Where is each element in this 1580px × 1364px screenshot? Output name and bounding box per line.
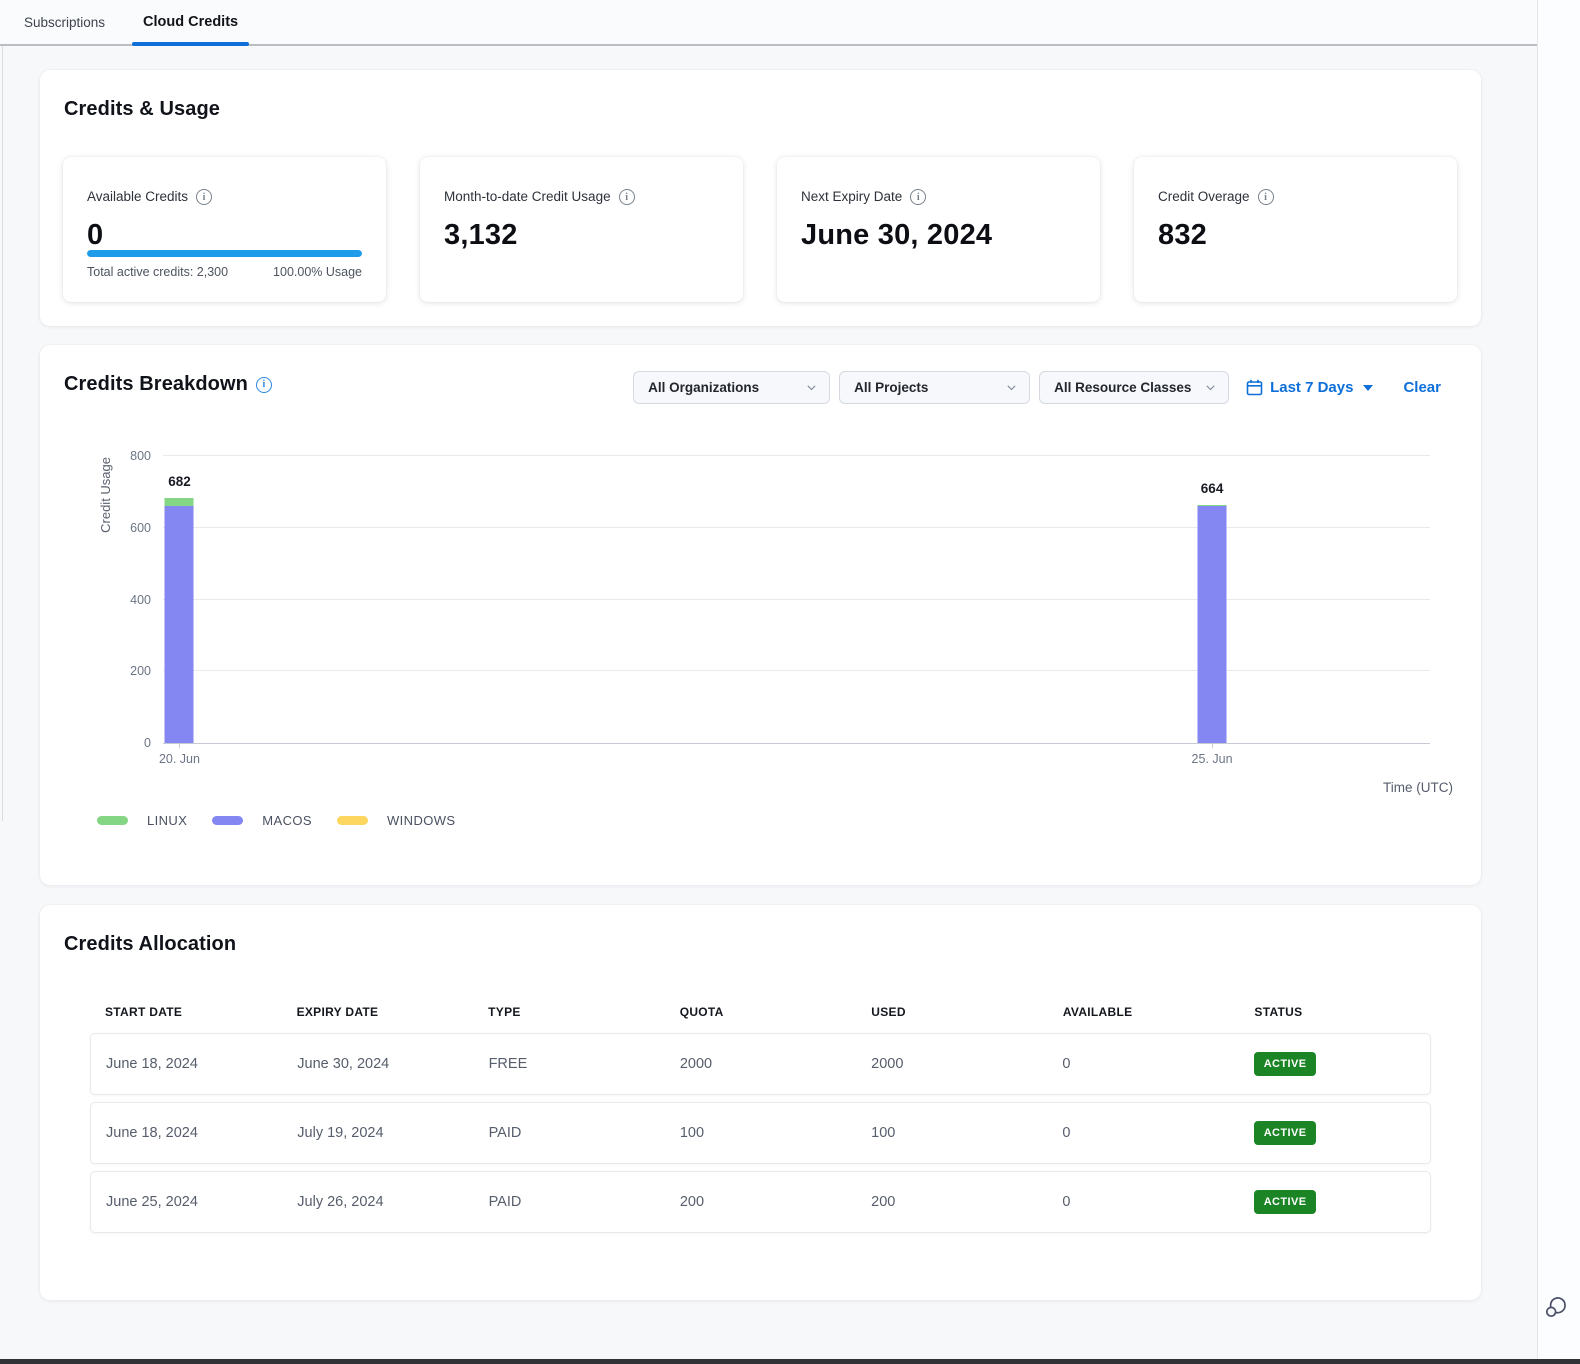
tab-cloud-credits[interactable]: Cloud Credits: [132, 0, 250, 46]
chart-plot: 0 200 400 600 800 682 20. Jun 664 25. Jun: [130, 449, 1430, 766]
bar-value-label: 664: [1200, 480, 1224, 496]
col-quota: QUOTA: [679, 1005, 724, 1019]
tab-bar: Subscriptions Cloud Credits: [0, 0, 1537, 46]
calendar-icon: [1246, 379, 1263, 396]
tab-cloud-credits-label: Cloud Credits: [143, 14, 239, 30]
next-expiry-label: Next Expiry Date: [801, 189, 903, 204]
organizations-dropdown[interactable]: All Organizations: [633, 371, 831, 404]
credits-breakdown-title: Credits Breakdown: [64, 373, 248, 395]
table-row: June 18, 2024 June 30, 2024 FREE 2000 20…: [90, 1033, 1431, 1095]
resource-classes-dropdown[interactable]: All Resource Classes: [1039, 371, 1230, 404]
windows-color-swatch: [336, 816, 368, 825]
y-tick-label: 0: [144, 736, 151, 750]
mtd-usage-card: Month-to-date Credit Usage i 3,132: [420, 157, 743, 302]
credit-overage-value: 832: [1158, 219, 1207, 252]
table-header-row: START DATE EXPIRY DATE TYPE QUOTA USED A…: [90, 1005, 1431, 1019]
y-tick-label: 200: [130, 664, 151, 679]
projects-dropdown[interactable]: All Projects: [839, 371, 1031, 404]
active-tab-indicator: [132, 42, 250, 46]
col-start-date: START DATE: [105, 1005, 183, 1019]
breakdown-filters: All Organizations All Projects All Resou…: [633, 371, 1441, 404]
y-tick-label: 600: [130, 520, 151, 535]
chart-bar-segment-linux: [1197, 504, 1227, 506]
chart-gridline: [163, 455, 1430, 456]
mtd-usage-label: Month-to-date Credit Usage: [444, 189, 611, 204]
available-credits-card: Available Credits i 0 Total active credit…: [63, 157, 386, 302]
credit-overage-card: Credit Overage i 832: [1134, 157, 1457, 302]
credit-overage-label: Credit Overage: [1158, 189, 1250, 204]
info-icon[interactable]: i: [196, 189, 213, 206]
chat-bubbles-icon[interactable]: [1541, 1292, 1571, 1327]
info-icon[interactable]: i: [618, 189, 635, 206]
available-credits-label: Available Credits: [87, 189, 189, 204]
credits-progress-fill: [87, 250, 362, 257]
status-badge: ACTIVE: [1253, 1121, 1317, 1145]
x-tick-label: 20. Jun: [158, 752, 200, 766]
linux-color-swatch: [97, 816, 128, 825]
chart-gridline: [163, 598, 1430, 600]
credits-progress-bar: [87, 250, 362, 257]
chevron-down-icon: [1007, 385, 1016, 391]
tab-subscriptions[interactable]: Subscriptions: [24, 14, 106, 30]
x-tick-mark: [1212, 743, 1214, 748]
chart-bar-segment-linux: [164, 498, 194, 507]
content-left-edge: [2, 46, 3, 821]
clear-filters-button[interactable]: Clear: [1403, 379, 1441, 396]
chevron-down-icon: [1206, 385, 1215, 391]
chart-bar-segment-macos: [164, 506, 194, 743]
credits-usage-section: Credits & Usage Available Credits i 0 Tot…: [40, 70, 1481, 326]
table-row: June 25, 2024 July 26, 2024 PAID 200 200…: [90, 1171, 1431, 1233]
col-type: TYPE: [488, 1005, 521, 1019]
available-credits-value: 0: [87, 219, 104, 252]
right-gutter: [1537, 0, 1580, 1359]
info-icon[interactable]: i: [910, 189, 927, 206]
legend-item-windows[interactable]: WINDOWS: [336, 813, 456, 828]
credits-allocation-section: Credits Allocation START DATE EXPIRY DAT…: [40, 905, 1481, 1300]
chart-bar-segment-macos: [1197, 505, 1227, 743]
date-range-label: Last 7 Days: [1270, 379, 1354, 396]
info-icon[interactable]: i: [255, 376, 272, 393]
x-tick-label: 25. Jun: [1191, 752, 1233, 766]
col-expiry-date: EXPIRY DATE: [296, 1005, 379, 1019]
chart-legend: LINUX MACOS WINDOWS: [97, 813, 480, 828]
bottom-edge-bar: [0, 1359, 1580, 1364]
credits-usage-title: Credits & Usage: [64, 98, 220, 120]
macos-color-swatch: [212, 816, 244, 825]
allocation-table: START DATE EXPIRY DATE TYPE QUOTA USED A…: [90, 1005, 1431, 1240]
y-tick-label: 800: [130, 449, 151, 463]
chart-bar[interactable]: [164, 498, 194, 743]
status-badge: ACTIVE: [1253, 1190, 1317, 1214]
chart-gridline: [163, 670, 1430, 672]
legend-item-linux[interactable]: LINUX: [97, 813, 187, 828]
credits-allocation-title: Credits Allocation: [64, 933, 237, 955]
col-used: USED: [871, 1005, 906, 1019]
chart-gridline: [163, 526, 1430, 528]
date-range-picker[interactable]: Last 7 Days: [1246, 379, 1374, 396]
chart-bar[interactable]: [1197, 504, 1227, 743]
legend-item-macos[interactable]: MACOS: [212, 813, 312, 828]
next-expiry-value: June 30, 2024: [801, 219, 993, 252]
mtd-usage-value: 3,132: [444, 219, 518, 252]
table-row: June 18, 2024 July 19, 2024 PAID 100 100…: [90, 1102, 1431, 1164]
x-tick-mark: [179, 743, 181, 748]
caret-down-icon: [1363, 384, 1374, 391]
chart-x-axis-label: Time (UTC): [1383, 780, 1453, 795]
next-expiry-card: Next Expiry Date i June 30, 2024: [777, 157, 1100, 302]
stat-cards-row: Available Credits i 0 Total active credit…: [63, 157, 1457, 302]
total-active-credits: Total active credits: 2,300: [87, 265, 229, 279]
credits-breakdown-section: Credits Breakdown i All Organizations All…: [40, 345, 1481, 885]
usage-percent: 100.00% Usage: [273, 265, 362, 279]
status-badge: ACTIVE: [1253, 1052, 1317, 1076]
chevron-down-icon: [807, 385, 816, 391]
y-tick-label: 400: [130, 592, 151, 607]
col-available: AVAILABLE: [1062, 1005, 1133, 1019]
chart-y-axis-label: Credit Usage: [98, 457, 113, 533]
bar-value-label: 682: [168, 474, 191, 490]
info-icon[interactable]: i: [1257, 189, 1274, 206]
col-status: STATUS: [1254, 1005, 1303, 1019]
